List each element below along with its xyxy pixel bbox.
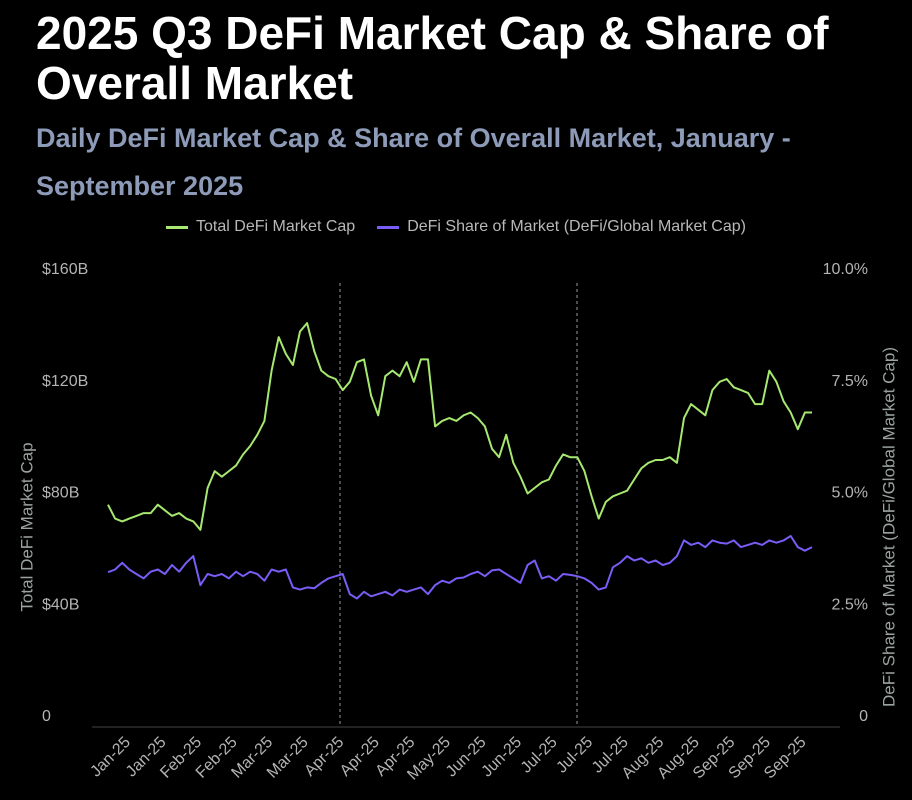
y2-axis-title: DeFi Share of Market (DeFi/Global Market…: [879, 347, 898, 707]
y-tick-label: $40B: [42, 596, 79, 613]
series-line: [107, 535, 813, 600]
y2-tick-label: 5.0%: [832, 485, 868, 502]
y2-tick-label: 10.0%: [823, 261, 868, 278]
y-tick-label: $80B: [42, 485, 79, 502]
chart-subtitle: Daily DeFi Market Cap & Share of Overall…: [36, 123, 791, 201]
x-tick-label: Jul-25: [518, 734, 561, 777]
x-tick-label: Apr-25: [337, 734, 383, 780]
x-tick-label: Jun-25: [479, 734, 526, 781]
legend-label: Total DeFi Market Cap: [196, 218, 356, 235]
y-tick-label: $120B: [42, 373, 88, 390]
y-axis-title: Total DeFi Market Cap: [17, 442, 36, 611]
legend-swatch: [377, 225, 400, 229]
legend-swatch: [166, 225, 189, 229]
y2-tick-label: 0: [859, 708, 868, 725]
series-line: [107, 322, 812, 531]
x-tick-label: Apr-25: [301, 734, 347, 780]
x-tick-label: Jul-25: [553, 734, 596, 777]
y2-tick-label: 2.5%: [832, 596, 868, 613]
legend-label: DeFi Share of Market (DeFi/Global Market…: [407, 218, 746, 235]
y-tick-label: $160B: [42, 261, 88, 278]
legend-item: Total DeFi Market Cap: [166, 218, 355, 236]
y2-tick-label: 7.5%: [832, 373, 868, 390]
y-tick-label: 0: [42, 708, 51, 725]
legend-item: DeFi Share of Market (DeFi/Global Market…: [377, 218, 746, 236]
legend: Total DeFi Market Cap DeFi Share of Marke…: [0, 218, 912, 236]
chart-title: 2025 Q3 DeFi Market Cap & Share of Overa…: [36, 7, 829, 109]
